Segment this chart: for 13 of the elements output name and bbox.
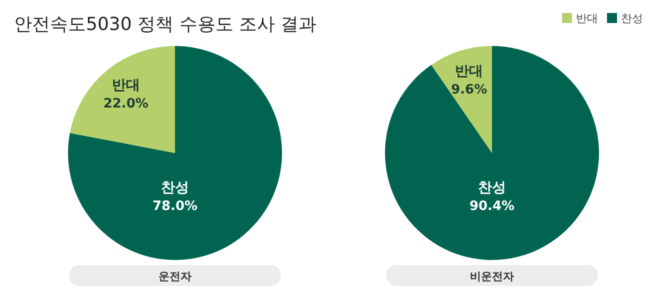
slice-label: 찬성 [478,180,506,196]
chart-title: 안전속도5030 정책 수용도 조사 결과 [14,14,317,35]
slice-label: 반대 [455,63,484,80]
slice-label: 찬성 [161,180,189,196]
slice-label: 반대 [112,78,140,94]
data-label: 22.0% [103,96,148,112]
data-label: 90.4% [469,198,515,214]
data-label: 78.0% [152,198,198,214]
text: 비운전자 [470,270,514,283]
legend-label: 찬성 [621,12,643,25]
text: 운전자 [158,270,192,283]
legend-label: 반대 [576,12,598,25]
data-label: 9.6% [451,82,488,98]
